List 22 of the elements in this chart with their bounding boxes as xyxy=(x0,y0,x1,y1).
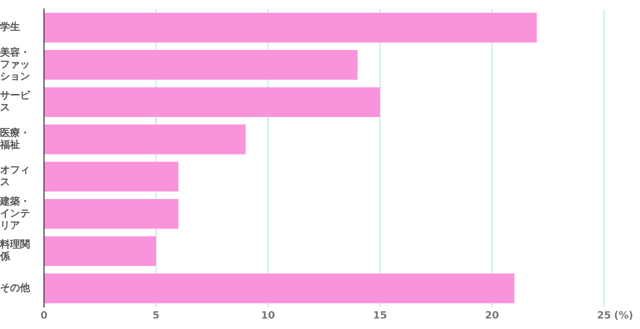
x-axis-title: (%) xyxy=(614,310,634,322)
x-tick-label: 25 xyxy=(597,310,611,322)
x-tick-label: 15 xyxy=(373,310,387,322)
y-tick-label: 料理関係 xyxy=(0,238,30,263)
y-tick-label: その他 xyxy=(0,282,31,294)
x-tick-label: 0 xyxy=(40,310,48,322)
bar xyxy=(44,273,514,304)
x-tick-label: 20 xyxy=(485,310,499,322)
y-tick-label: 美容・ファッション xyxy=(0,46,30,82)
bar xyxy=(44,50,358,80)
y-tick-label: 医療・福祉 xyxy=(0,126,30,151)
bar xyxy=(44,87,380,118)
bar xyxy=(44,236,156,266)
y-tick-label: サービス xyxy=(0,90,31,114)
bar xyxy=(44,162,178,192)
y-tick-label: 学生 xyxy=(0,21,20,34)
x-tick-label: 10 xyxy=(261,310,275,322)
bar xyxy=(44,124,246,154)
bar xyxy=(44,198,178,229)
bar xyxy=(44,12,537,43)
x-tick-label: 5 xyxy=(152,310,160,322)
y-tick-label: オフィス xyxy=(0,165,30,188)
